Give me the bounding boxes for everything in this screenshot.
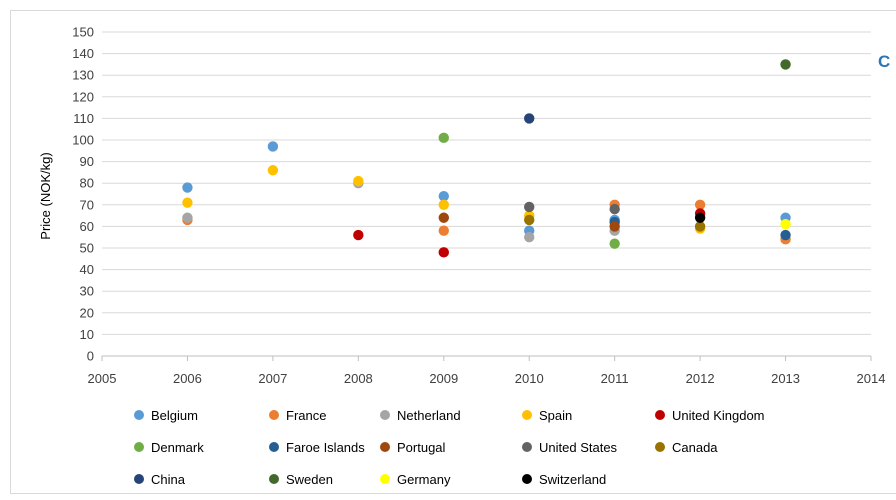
legend-marker [655, 410, 665, 420]
y-axis-label: Price (NOK/kg) [38, 152, 53, 239]
x-tick-label: 2014 [857, 371, 886, 386]
data-point [182, 213, 192, 223]
data-point [439, 200, 449, 210]
legend-label: United States [539, 440, 618, 455]
legend-label: Sweden [286, 472, 333, 487]
y-tick-label: 90 [80, 154, 94, 169]
legend-marker [269, 442, 279, 452]
y-tick-label: 130 [72, 68, 94, 83]
y-tick-label: 150 [72, 25, 94, 40]
data-point [609, 238, 619, 248]
y-tick-label: 60 [80, 219, 94, 234]
y-tick-label: 100 [72, 133, 94, 148]
legend-marker [380, 410, 390, 420]
y-tick-label: 40 [80, 262, 94, 277]
data-point [268, 165, 278, 175]
data-point [182, 182, 192, 192]
y-tick-label: 110 [73, 111, 94, 126]
data-point [439, 133, 449, 143]
data-point [780, 219, 790, 229]
legend-label: Spain [539, 408, 572, 423]
y-tick-label: 20 [80, 305, 94, 320]
legend-label: Denmark [151, 440, 204, 455]
legend-marker [269, 410, 279, 420]
legend-marker [522, 474, 532, 484]
x-tick-label: 2009 [429, 371, 458, 386]
y-tick-label: 50 [80, 241, 94, 256]
data-point [780, 59, 790, 69]
data-points [182, 59, 791, 257]
grid-lines [102, 32, 871, 334]
data-point [439, 213, 449, 223]
legend-label: Belgium [151, 408, 198, 423]
legend-label: Germany [397, 472, 451, 487]
legend-marker [134, 474, 144, 484]
data-point [353, 230, 363, 240]
y-tick-label: 30 [80, 284, 94, 299]
x-tick-label: 2005 [88, 371, 117, 386]
legend-marker [380, 474, 390, 484]
legend-label: France [286, 408, 326, 423]
chart-title-fragment: C [878, 52, 890, 71]
y-tick-label: 120 [72, 89, 94, 104]
data-point [780, 230, 790, 240]
legend-label: Portugal [397, 440, 446, 455]
y-tick-label: 80 [80, 176, 94, 191]
legend-marker [522, 410, 532, 420]
data-point [268, 141, 278, 151]
legend-label: Switzerland [539, 472, 606, 487]
y-tick-label: 70 [80, 197, 94, 212]
legend-marker [269, 474, 279, 484]
legend-label: Faroe Islands [286, 440, 365, 455]
legend-marker [380, 442, 390, 452]
x-tick-label: 2008 [344, 371, 373, 386]
x-tick-label: 2011 [601, 371, 629, 386]
x-tick-label: 2007 [258, 371, 287, 386]
legend-marker [522, 442, 532, 452]
data-point [609, 221, 619, 231]
legend: Belgium France Netherland Spain United Kingd… [134, 408, 765, 487]
x-tick-label: 2010 [515, 371, 544, 386]
legend-marker [134, 442, 144, 452]
legend-label: Netherland [397, 408, 461, 423]
data-point [439, 247, 449, 257]
x-tick-label: 2006 [173, 371, 202, 386]
data-point [182, 197, 192, 207]
legend-label: Canada [672, 440, 718, 455]
x-tick-label: 2012 [686, 371, 715, 386]
legend-marker [134, 410, 144, 420]
x-tick-label: 2013 [771, 371, 800, 386]
data-point [353, 176, 363, 186]
y-tick-label: 0 [87, 349, 94, 364]
data-point [524, 202, 534, 212]
data-point [609, 204, 619, 214]
data-point [439, 226, 449, 236]
legend-label: United Kingdom [672, 408, 765, 423]
legend-marker [655, 442, 665, 452]
data-point [524, 215, 534, 225]
data-point [524, 113, 534, 123]
data-point [695, 213, 705, 223]
y-tick-label: 140 [72, 46, 94, 61]
data-point [524, 232, 534, 242]
y-tick-label: 10 [80, 327, 94, 342]
legend-label: China [151, 472, 186, 487]
